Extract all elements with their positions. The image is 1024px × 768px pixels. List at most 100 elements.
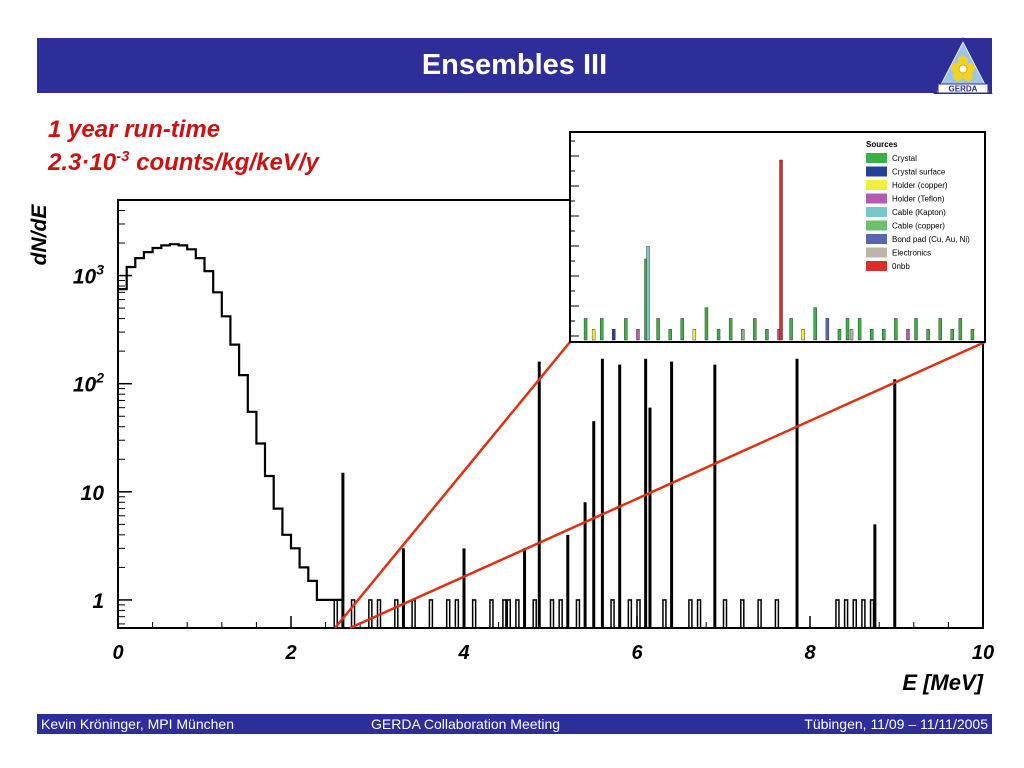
inset-source-bar bbox=[636, 329, 640, 341]
histogram-single-bin bbox=[515, 599, 520, 629]
histogram-single-bin bbox=[843, 599, 849, 629]
histogram-single-bin bbox=[835, 599, 840, 629]
inset-source-bar bbox=[624, 318, 628, 341]
x-tick-label: 0 bbox=[112, 642, 123, 664]
gerda-logo: GERDA bbox=[933, 36, 993, 94]
histogram-single-bin bbox=[506, 599, 511, 629]
inset-source-bar bbox=[680, 318, 684, 341]
inset-source-bar bbox=[591, 329, 596, 341]
legend-swatch bbox=[866, 234, 887, 244]
inset-source-bar bbox=[646, 246, 650, 341]
inset-source-bar bbox=[765, 329, 769, 341]
zoom-line-left bbox=[334, 341, 571, 629]
inset-source-bar bbox=[950, 329, 954, 341]
inset-source-bar bbox=[704, 307, 709, 341]
y-tick-label: 103 bbox=[73, 262, 104, 289]
footer-author: Kevin Kröninger, MPI München bbox=[41, 716, 234, 732]
x-tick-label: 6 bbox=[631, 642, 643, 664]
legend-swatch bbox=[866, 247, 887, 258]
inset-source-bar bbox=[753, 318, 757, 341]
rate-prefix: 2.3 bbox=[48, 149, 82, 176]
rate-exponent: -3 bbox=[116, 148, 130, 165]
histogram-single-bin bbox=[610, 599, 615, 629]
rate-base: 10 bbox=[89, 149, 117, 176]
inset-source-bar bbox=[583, 318, 588, 341]
histogram-single-bin bbox=[722, 599, 728, 629]
x-tick-label: 10 bbox=[972, 642, 994, 664]
inset-source-bar bbox=[845, 318, 850, 341]
inset-source-bar bbox=[857, 318, 862, 341]
inset-source-bar bbox=[837, 329, 842, 341]
page-title: Ensembles III bbox=[421, 49, 608, 81]
histogram-single-bin bbox=[549, 599, 555, 629]
footer-meeting: GERDA Collaboration Meeting bbox=[371, 716, 561, 732]
subtitle-runtime: 1 year run-time bbox=[48, 116, 221, 143]
histogram-single-bin bbox=[333, 599, 338, 629]
inset-source-bar bbox=[914, 318, 918, 341]
histogram-single-bin bbox=[394, 599, 399, 629]
histogram-continuum bbox=[118, 243, 343, 601]
x-tick-label: 4 bbox=[457, 642, 469, 664]
histogram-single-bin bbox=[636, 599, 641, 629]
inset-source-bar bbox=[926, 329, 930, 341]
x-tick-label: 2 bbox=[284, 642, 296, 664]
histogram-single-bin bbox=[757, 599, 762, 629]
inset-source-bar bbox=[869, 329, 874, 341]
histogram-single-bin bbox=[688, 599, 693, 629]
legend-swatch bbox=[866, 180, 887, 190]
legend-swatch bbox=[866, 193, 887, 204]
legend-label: Holder (Teflon) bbox=[892, 195, 945, 204]
inset-source-bar bbox=[938, 318, 942, 341]
histogram-single-bin bbox=[575, 599, 581, 629]
inset-source-bar bbox=[958, 318, 963, 341]
histogram-single-bin bbox=[852, 599, 857, 629]
inset-source-bar bbox=[906, 329, 910, 341]
legend-swatch bbox=[866, 166, 887, 177]
title-bar bbox=[37, 38, 992, 93]
inset-source-bar bbox=[825, 318, 830, 341]
x-axis-label: E [MeV] bbox=[902, 670, 983, 695]
y-tick-label: 10 bbox=[81, 482, 105, 505]
histogram-single-bin bbox=[869, 599, 875, 629]
legend-swatch bbox=[866, 207, 887, 217]
y-tick-exponent: 2 bbox=[95, 370, 104, 386]
legend-label: Bond pad (Cu, Au, Ni) bbox=[892, 235, 970, 244]
inset-source-bar bbox=[882, 329, 886, 341]
legend-label: Electronics bbox=[892, 249, 931, 258]
histogram-single-bin bbox=[861, 599, 866, 629]
histogram-single-bin bbox=[502, 599, 507, 629]
histogram-single-bin bbox=[740, 599, 745, 629]
inset-source-bar bbox=[612, 329, 616, 341]
legend-swatch bbox=[866, 220, 887, 231]
footer-bar: Kevin Kröninger, MPI München GERDA Colla… bbox=[37, 714, 992, 734]
inset-source-bar bbox=[813, 307, 817, 341]
inset-source-bar bbox=[599, 318, 604, 341]
histogram-single-bin bbox=[627, 599, 633, 629]
histogram-single-bin bbox=[471, 599, 477, 629]
histogram-single-bin bbox=[445, 599, 451, 629]
footer-date: Tübingen, 11/09 – 11/11/2005 bbox=[804, 716, 988, 732]
legend-label: 0nbb bbox=[892, 262, 910, 271]
legend-label: Crystal surface bbox=[892, 168, 946, 177]
y-tick-label: 1 bbox=[92, 590, 104, 613]
y-axis-label: dN/dE bbox=[28, 204, 51, 266]
subtitle-rate: 2.3·10-3 counts/kg/keV/y bbox=[48, 148, 319, 177]
rate-suffix: counts/kg/keV/y bbox=[129, 149, 319, 176]
histogram-single-bin bbox=[558, 599, 563, 629]
inset-source-bar bbox=[801, 329, 805, 341]
legend-label: Holder (copper) bbox=[892, 181, 948, 190]
y-tick-label: 102 bbox=[73, 370, 104, 397]
histogram-single-bin bbox=[350, 599, 356, 629]
histogram-single-bin bbox=[489, 599, 494, 629]
inset-source-bar bbox=[741, 329, 745, 341]
histogram-single-bin bbox=[532, 599, 537, 629]
rate-dot: · bbox=[81, 149, 90, 176]
logo-text: GERDA bbox=[949, 85, 978, 94]
histogram-single-bin bbox=[411, 599, 416, 629]
inset-source-bar bbox=[894, 318, 898, 341]
legend-title: Sources bbox=[866, 140, 898, 149]
legend-swatch bbox=[866, 261, 887, 271]
histogram-single-bin bbox=[662, 599, 667, 629]
x-tick-label: 8 bbox=[804, 642, 816, 664]
